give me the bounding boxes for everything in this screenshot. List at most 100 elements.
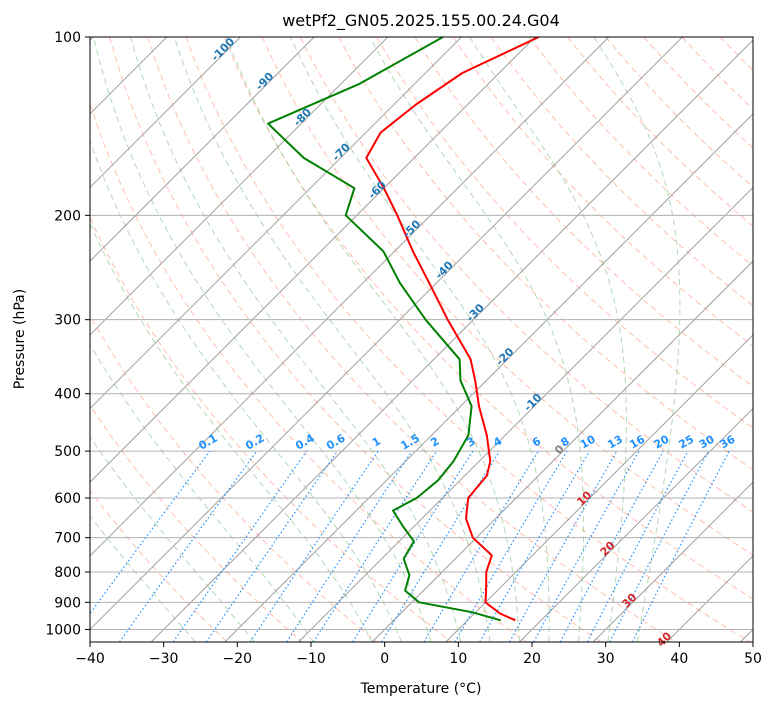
dry-adiabat [643,37,753,149]
mixing-ratio-label: 0.4 [293,431,317,452]
x-tick-label: −10 [296,651,326,667]
mixing-ratio-lines [90,450,730,642]
mixing-ratio-label: 25 [676,433,696,452]
moist-adiabat [130,37,461,642]
mixing-ratio-label: 13 [605,433,625,452]
isotherm-label: 30 [619,590,639,610]
mixing-ratio-line [533,450,640,642]
isotherm-label: 10 [574,488,594,508]
x-tick-label: 10 [449,651,467,667]
mixing-ratio-line [312,450,438,642]
isotherm-line [90,37,462,410]
dry-adiabat [109,37,602,642]
isotherm-line [90,37,536,483]
moist-adiabat [90,222,373,642]
temperature-line [365,37,540,622]
isotherm-line [90,37,315,262]
dry-adiabat [90,314,378,642]
mixing-ratio-label: 30 [697,432,717,451]
mixing-ratio-line [632,450,730,642]
moist-adiabat [226,37,520,642]
mixing-ratio-line [352,450,474,642]
isotherm-line [740,628,753,642]
isotherm-label: -70 [330,140,353,163]
dry-adiabat [719,37,753,71]
moist-adiabat [290,37,550,642]
y-tick-label: 200 [54,208,81,224]
isotherm-label: -60 [366,178,389,201]
mixing-ratio-line [172,450,308,642]
dry-adiabat [90,216,452,642]
isotherm-line [666,555,753,642]
x-tick-label: 50 [744,651,762,667]
y-tick-label: 900 [54,595,81,611]
isotherm-line [150,39,753,642]
isotherm-label: 40 [654,629,674,649]
dewpoint-line [267,37,501,622]
dry-adiabat [528,37,753,267]
moist-adiabat [90,343,314,642]
dry-adiabat [90,404,303,642]
x-tick-label: −30 [149,651,179,667]
mixing-ratio-label: 1 [370,435,383,450]
mixing-ratio-label: 10 [578,432,598,451]
mixing-ratio-label: 0.1 [196,432,219,453]
isotherm-label: 20 [598,539,618,559]
isotherm-line [371,260,753,642]
moist-adiabat [469,37,627,642]
dry-adiabat [681,37,753,110]
mixing-ratio-label: 6 [530,434,543,449]
dry-adiabat [261,37,753,556]
isotherm-line [90,37,389,336]
isotherm-label: -10 [521,391,544,414]
mixing-ratio-line [205,450,338,642]
isotherm-label: -80 [291,106,314,129]
pressure-gridlines [90,37,753,630]
x-axis: −40 −30 −20 −10 0 10 20 30 40 50 [75,642,762,667]
mixing-ratio-line [90,450,211,615]
series-layer [267,37,540,622]
moist-adiabat [90,139,403,642]
isotherm-line [90,37,241,189]
y-axis-title: Pressure (hPa) [12,289,28,389]
moist-adiabat [593,37,681,642]
isotherm-label: -50 [400,217,423,240]
dry-adiabat [299,37,753,513]
x-tick-label: 0 [380,651,389,667]
y-tick-label: 100 [54,30,81,46]
y-tick-label: 800 [54,565,81,581]
isotherm-line [298,186,753,642]
dry-adiabat [147,37,676,642]
dry-adiabat [376,37,753,429]
mixing-ratio-line [559,450,664,642]
mixing-ratio-label: 3 [465,435,478,450]
moist-adiabat [90,436,255,642]
mixing-ratio-label: 1.5 [398,432,421,453]
mixing-ratio-line [249,450,379,642]
y-tick-label: 700 [54,531,81,547]
chart-title: wetPf2_GN05.2025.155.00.24.G04 [282,11,560,31]
dry-adiabat [490,37,753,307]
plot-frame [89,36,754,643]
isotherm-line [90,37,610,557]
dry-adiabat [605,37,753,188]
isotherm-label: -20 [493,345,516,368]
dry-adiabat [90,102,527,642]
mixing-ratio-label: 36 [718,432,738,451]
background-lines [90,37,775,642]
moist-adiabat [173,37,491,642]
isotherm-line [445,334,753,642]
y-tick-label: 600 [54,491,81,507]
isotherm-line [519,407,753,642]
isotherm-label: -30 [464,301,487,324]
y-tick-label: 1000 [45,622,81,638]
x-tick-label: 40 [670,651,688,667]
isotherm-label: -40 [433,258,456,281]
dry-adiabat [758,37,775,642]
y-tick-label: 300 [54,313,81,329]
dry-adiabat [338,37,753,471]
x-tick-label: −20 [223,651,253,667]
mixing-ratio-label: 2 [428,435,441,450]
y-tick-label: 500 [54,444,81,460]
